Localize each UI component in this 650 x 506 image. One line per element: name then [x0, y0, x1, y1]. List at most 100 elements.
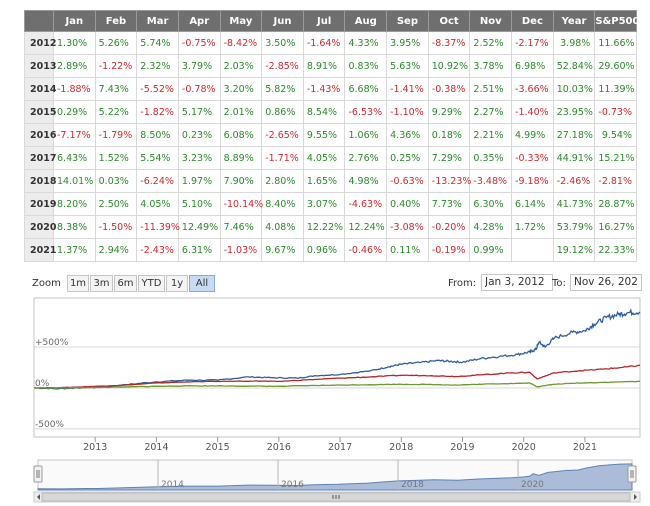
year-cell: 2017	[24, 146, 56, 170]
zoom-button-1m[interactable]: 1m	[67, 275, 89, 292]
return-cell: 5.82%	[261, 77, 304, 101]
return-cell: 5.74%	[136, 31, 179, 55]
year-cell: 2013	[24, 54, 56, 78]
year-cell: 2016	[24, 123, 56, 147]
x-tick-label: 2019	[450, 442, 474, 453]
plot-frame	[33, 297, 641, 438]
return-cell: 15.21%	[594, 146, 637, 170]
return-cell: 2.51%	[469, 77, 513, 101]
to-label: To:	[552, 278, 566, 289]
table-row: 2015 0.29% 5.22% -1.82% 5.17% 2.01% 0.86% 8.54%…	[24, 100, 637, 124]
column-header: May	[219, 10, 263, 32]
return-cell: 0.86%	[261, 100, 304, 124]
return-cell: 0.11%	[386, 238, 429, 262]
series-line-2	[33, 364, 641, 389]
zoom-button-all[interactable]: All	[189, 275, 215, 292]
return-cell: 2.94%	[94, 238, 138, 262]
return-cell: 5.54%	[136, 146, 179, 170]
return-cell: 8.38%	[53, 215, 96, 239]
navigator-right-handle[interactable]	[627, 465, 637, 483]
return-cell: 2.52%	[469, 31, 513, 55]
navigator-area	[37, 463, 633, 491]
column-header: Mar	[136, 10, 179, 32]
y-tick-label: +500%	[35, 338, 69, 348]
return-cell: -0.19%	[427, 238, 471, 262]
return-cell: 4.05%	[302, 146, 346, 170]
return-cell: -11.39%	[136, 215, 180, 239]
return-cell: -1.88%	[53, 77, 96, 101]
return-cell: 53.79%	[552, 215, 596, 239]
navigator-year-label: 2014	[161, 480, 184, 490]
return-cell: 3.23%	[177, 146, 221, 170]
return-cell: 4.28%	[469, 215, 513, 239]
x-tick-label: 2014	[144, 442, 168, 453]
return-cell: 0.40%	[386, 192, 429, 216]
column-header: Aug	[344, 10, 388, 32]
return-cell: 4.36%	[386, 123, 429, 147]
table-row: 2016 -7.17% -1.79% 8.50% 0.23% 6.08% -2.65% 9.5…	[24, 123, 637, 147]
year-cell: 2020	[24, 215, 56, 239]
return-cell: 5.10%	[177, 192, 221, 216]
return-cell: 7.29%	[427, 146, 471, 170]
column-header: Nov	[469, 10, 513, 32]
series-line-1	[33, 308, 641, 390]
return-cell: 12.24%	[344, 215, 388, 239]
return-cell: -1.79%	[94, 123, 138, 147]
column-header: Year	[552, 10, 596, 32]
zoom-button-ytd[interactable]: YTD	[138, 275, 165, 292]
return-cell: 2.03%	[219, 54, 263, 78]
return-cell: -1.82%	[136, 100, 179, 124]
monthly-returns-table: Jan Feb Mar Apr May Jun Jul Aug Sep Oct Nov Dec Year…	[24, 10, 639, 262]
year-cell: 2021	[24, 238, 56, 262]
return-cell	[511, 238, 554, 262]
zoom-button-1y[interactable]: 1y	[166, 275, 188, 292]
return-cell: 7.90%	[219, 169, 263, 193]
return-cell: 22.33%	[594, 238, 637, 262]
return-cell: 6.68%	[344, 77, 388, 101]
x-tick-label: 2016	[267, 442, 291, 453]
to-date-input[interactable]	[570, 274, 642, 291]
return-cell: 0.96%	[302, 238, 346, 262]
return-cell: -2.46%	[552, 169, 596, 193]
return-cell: -13.23%	[427, 169, 471, 193]
return-cell: 3.78%	[469, 54, 513, 78]
from-date-input[interactable]	[481, 274, 553, 291]
return-cell: 5.22%	[94, 100, 138, 124]
return-cell: 8.54%	[302, 100, 346, 124]
return-cell: 8.91%	[302, 54, 346, 78]
zoom-button-3m[interactable]: 3m	[90, 275, 113, 292]
return-cell: 2.76%	[344, 146, 388, 170]
zoom-button-6m[interactable]: 6m	[114, 275, 137, 292]
table-header-row: Jan Feb Mar Apr May Jun Jul Aug Sep Oct Nov Dec Year…	[24, 10, 639, 32]
return-cell: -1.10%	[386, 100, 429, 124]
zoom-label: Zoom	[32, 278, 61, 289]
column-header: Jun	[261, 10, 304, 32]
table-row: 2018 14.01% 0.03% -6.24% 1.97% 7.90% 2.80% 1.65…	[24, 169, 637, 193]
navigator-year-label: 2018	[401, 480, 424, 490]
series-line-3	[34, 380, 641, 389]
from-label: From:	[448, 278, 477, 289]
x-tick-label: 2020	[512, 442, 536, 453]
return-cell: 6.31%	[177, 238, 221, 262]
return-cell: -2.81%	[594, 169, 637, 193]
return-cell: 1.37%	[53, 238, 96, 262]
x-tick-label: 2021	[573, 442, 597, 453]
y-tick-label: 0%	[35, 379, 50, 389]
x-tick-label: 2017	[328, 442, 352, 453]
return-cell: -0.73%	[594, 100, 637, 124]
y-tick-label: -500%	[35, 420, 64, 430]
return-cell: -3.66%	[511, 77, 554, 101]
return-cell: 3.50%	[261, 31, 304, 55]
column-header: Dec	[511, 10, 554, 32]
return-cell: -0.33%	[511, 146, 554, 170]
scroll-left-arrow-icon	[37, 494, 40, 500]
return-cell: -0.46%	[344, 238, 388, 262]
return-cell: -2.85%	[261, 54, 304, 78]
navigator-left-handle[interactable]	[33, 465, 43, 483]
return-cell: 2.32%	[136, 54, 179, 78]
navigator-year-label: 2020	[521, 480, 544, 490]
return-cell: 11.39%	[594, 77, 637, 101]
year-cell: 2018	[24, 169, 56, 193]
return-cell: 7.43%	[94, 77, 138, 101]
